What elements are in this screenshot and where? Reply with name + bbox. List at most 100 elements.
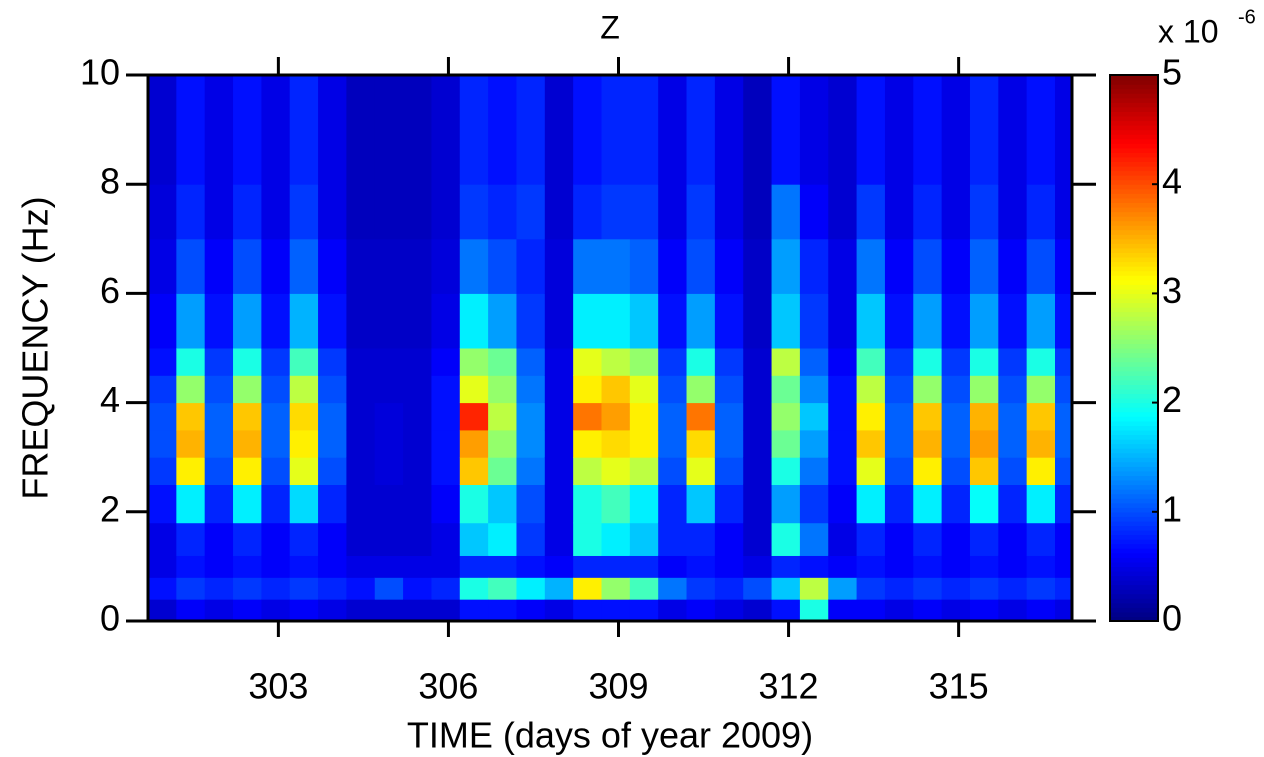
cell bbox=[289, 457, 319, 485]
cell bbox=[176, 457, 206, 485]
cell bbox=[573, 577, 602, 600]
cell bbox=[346, 522, 376, 556]
cell bbox=[686, 348, 716, 376]
cell bbox=[743, 184, 773, 240]
cell bbox=[913, 402, 943, 431]
cell bbox=[884, 375, 914, 404]
cell bbox=[1054, 75, 1073, 185]
cell bbox=[289, 293, 319, 349]
cell bbox=[573, 555, 602, 578]
colorbar-swatch bbox=[1110, 584, 1158, 590]
cell bbox=[799, 484, 829, 524]
y-tick-label: 8 bbox=[100, 161, 120, 202]
cell bbox=[148, 75, 177, 185]
cell bbox=[516, 184, 546, 240]
colorbar-swatch bbox=[1110, 120, 1158, 126]
colorbar-swatch bbox=[1110, 106, 1158, 112]
cell bbox=[828, 484, 858, 524]
cell bbox=[771, 293, 801, 349]
colorbar bbox=[1110, 75, 1158, 622]
cell bbox=[346, 402, 376, 431]
colorbar-swatch bbox=[1110, 457, 1158, 463]
cell bbox=[488, 402, 517, 431]
cell bbox=[686, 577, 716, 600]
cell bbox=[516, 375, 546, 404]
cell bbox=[289, 522, 319, 556]
cell bbox=[714, 484, 744, 524]
colorbar-swatch bbox=[1110, 102, 1158, 108]
cell bbox=[714, 375, 744, 404]
cell bbox=[459, 238, 489, 294]
cell bbox=[998, 75, 1028, 185]
cell bbox=[799, 555, 829, 578]
cell bbox=[913, 484, 943, 524]
cell bbox=[629, 402, 659, 431]
cell bbox=[516, 577, 546, 600]
cell bbox=[403, 293, 432, 349]
colorbar-swatch bbox=[1110, 475, 1158, 481]
cell bbox=[346, 75, 376, 185]
colorbar-swatch bbox=[1110, 388, 1158, 395]
cell bbox=[573, 402, 602, 431]
cell bbox=[544, 375, 574, 404]
cell bbox=[686, 75, 716, 185]
cell bbox=[204, 348, 234, 376]
cell bbox=[233, 599, 262, 622]
cell bbox=[686, 402, 716, 431]
cell bbox=[856, 577, 886, 600]
cell bbox=[1026, 555, 1056, 578]
cell bbox=[431, 457, 461, 485]
cell bbox=[374, 348, 404, 376]
cell bbox=[573, 522, 602, 556]
cell bbox=[204, 577, 234, 600]
cell bbox=[488, 375, 517, 404]
cell bbox=[148, 375, 177, 404]
colorbar-swatch bbox=[1110, 575, 1158, 581]
cell bbox=[459, 348, 489, 376]
cell bbox=[148, 457, 177, 485]
x-tick-label: 309 bbox=[588, 666, 648, 707]
colorbar-swatch bbox=[1110, 143, 1158, 149]
cell bbox=[431, 348, 461, 376]
x-tick-label: 303 bbox=[248, 666, 308, 707]
cell bbox=[913, 457, 943, 485]
cell bbox=[601, 75, 631, 185]
cell bbox=[516, 457, 546, 485]
colorbar-swatch bbox=[1110, 125, 1158, 131]
colorbar-swatch bbox=[1110, 166, 1158, 172]
cell bbox=[969, 484, 999, 524]
cell bbox=[884, 522, 914, 556]
colorbar-swatch bbox=[1110, 84, 1158, 90]
cell bbox=[686, 484, 716, 524]
x-axis-label: TIME (days of year 2009) bbox=[407, 715, 813, 756]
cell bbox=[856, 599, 886, 622]
cell bbox=[884, 184, 914, 240]
cell bbox=[204, 457, 234, 485]
cell bbox=[998, 457, 1028, 485]
colorbar-swatch bbox=[1110, 407, 1158, 413]
cell bbox=[488, 599, 517, 622]
colorbar-frame bbox=[1109, 74, 1159, 622]
colorbar-swatch bbox=[1110, 225, 1158, 231]
cell bbox=[601, 555, 631, 578]
cell bbox=[884, 457, 914, 485]
cell bbox=[488, 429, 517, 458]
cell bbox=[573, 599, 602, 622]
colorbar-swatch bbox=[1110, 425, 1158, 431]
cell bbox=[771, 484, 801, 524]
cell bbox=[913, 375, 943, 404]
cell bbox=[969, 375, 999, 404]
cell bbox=[941, 484, 971, 524]
colorbar-swatch bbox=[1110, 539, 1158, 545]
cell bbox=[176, 348, 206, 376]
cell bbox=[488, 348, 517, 376]
cell bbox=[856, 522, 886, 556]
colorbar-swatch bbox=[1110, 352, 1158, 358]
colorbar-swatch bbox=[1110, 266, 1158, 272]
cell bbox=[318, 375, 347, 404]
cell bbox=[573, 75, 602, 185]
colorbar-swatch bbox=[1110, 548, 1158, 554]
cell bbox=[148, 184, 177, 240]
cell bbox=[629, 555, 659, 578]
cell bbox=[771, 555, 801, 578]
